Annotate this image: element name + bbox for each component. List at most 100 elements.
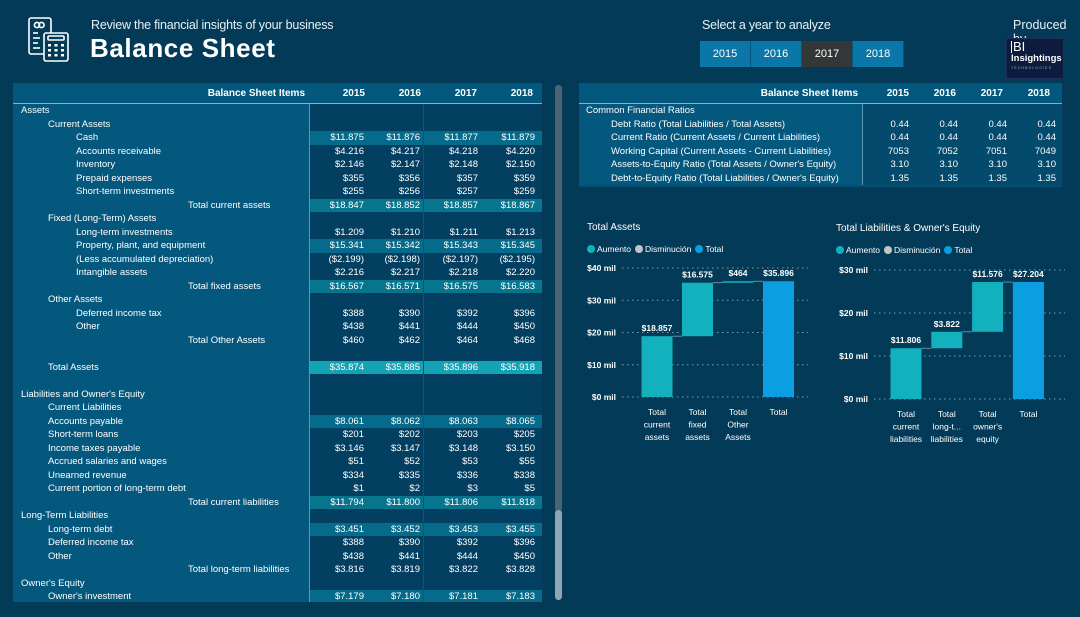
table-row[interactable]: Intangible assets $2.216 $2.217 $2.218 $2.22… bbox=[13, 266, 542, 280]
cell-2016 bbox=[367, 293, 424, 307]
waterfall-bar-4[interactable] bbox=[763, 281, 794, 397]
cell-2018 bbox=[481, 577, 538, 591]
table-row[interactable]: Long-term debt $3.451 $3.452 $3.453 $3.455 bbox=[13, 522, 542, 536]
table-row[interactable]: Current Assets bbox=[13, 117, 542, 131]
table-row[interactable]: Owner's investment $7.179 $7.180 $7.181 $7.1… bbox=[13, 590, 542, 602]
table-row[interactable]: Current portion of long-term debt $1 $2 $3 $… bbox=[13, 482, 542, 496]
table-row[interactable]: Deferred income tax $388 $390 $392 $396 bbox=[13, 536, 542, 550]
table-row[interactable]: Accounts receivable $4.216 $4.217 $4.218 $4.… bbox=[13, 144, 542, 158]
table-row[interactable]: Liabilities and Owner's Equity bbox=[13, 387, 542, 401]
table-row[interactable]: Prepaid expenses $355 $356 $357 $359 bbox=[13, 171, 542, 185]
cell-2018: $338 bbox=[513, 469, 535, 481]
column-header-2017[interactable]: 2017 bbox=[454, 87, 477, 99]
column-header-2016[interactable]: 2016 bbox=[398, 87, 421, 99]
year-button-2017[interactable]: 2017 bbox=[802, 41, 853, 67]
ratio-row[interactable]: Common Financial Ratios bbox=[579, 104, 1062, 118]
table-row[interactable]: Long-term investments $1.209 $1.210 $1.211 $… bbox=[13, 225, 542, 239]
cell-2017 bbox=[424, 577, 481, 591]
legend-item-aumento[interactable]: Aumento bbox=[836, 245, 880, 255]
table-row[interactable]: Current Liabilities bbox=[13, 401, 542, 415]
table-row[interactable]: Long-Term Liabilities bbox=[13, 509, 542, 523]
cell-2017: $3.453 bbox=[448, 523, 478, 535]
cell-2017: $3.148 bbox=[448, 442, 478, 454]
table-row[interactable]: Total Assets $35.874 $35.885 $35.896 $35.918 bbox=[13, 360, 542, 374]
legend-item-aumento[interactable]: Aumento bbox=[587, 244, 631, 254]
data-label: $11.576 bbox=[972, 269, 1003, 279]
column-divider bbox=[309, 144, 310, 158]
table-row[interactable]: Income taxes payable $3.146 $3.147 $3.148 $3… bbox=[13, 441, 542, 455]
table-row[interactable]: Other $438 $441 $444 $450 bbox=[13, 549, 542, 563]
table-row[interactable]: Other $438 $441 $444 $450 bbox=[13, 320, 542, 334]
table-row[interactable]: Fixed (Long-Term) Assets bbox=[13, 212, 542, 226]
ratio-label-common-financial-ratios: Common Financial Ratios bbox=[579, 104, 862, 118]
year-button-2016[interactable]: 2016 bbox=[751, 41, 802, 67]
cell-2017 bbox=[424, 401, 481, 415]
row-label-assets: Assets bbox=[13, 104, 309, 118]
waterfall-bar-3[interactable] bbox=[972, 282, 1004, 332]
table-row[interactable]: Short-term loans $201 $202 $203 $205 bbox=[13, 428, 542, 442]
legend-item-disminuci-n[interactable]: Disminución bbox=[635, 244, 691, 254]
ratio-row[interactable]: Debt Ratio (Total Liabilities / Total As… bbox=[579, 117, 1062, 131]
table-row[interactable]: Owner's Equity bbox=[13, 576, 542, 591]
ratio-column-header-2018[interactable]: 2018 bbox=[1027, 87, 1050, 99]
column-divider bbox=[309, 495, 310, 509]
ratio-column-header-2016[interactable]: 2016 bbox=[933, 87, 956, 99]
waterfall-bar-1[interactable] bbox=[641, 336, 673, 397]
table-row[interactable]: (Less accumulated depreciation) ($2.199)(… bbox=[13, 252, 542, 266]
cell-2016: $4.217 bbox=[367, 144, 424, 158]
table-row[interactable]: Property, plant, and equipment $15.341 $15… bbox=[13, 239, 542, 253]
table-row[interactable]: Accounts payable $8.061 $8.062 $8.063 $8.065 bbox=[13, 414, 542, 428]
table-row[interactable]: Total long-term liabilities $3.816 $3.819 $… bbox=[13, 563, 542, 577]
table-row[interactable]: Assets bbox=[13, 104, 542, 118]
table-row[interactable] bbox=[13, 374, 542, 388]
y-axis-tick-label: $20 mil bbox=[587, 328, 616, 338]
waterfall-bar-4[interactable] bbox=[1012, 282, 1044, 399]
ratio-column-header-2015[interactable]: 2015 bbox=[886, 87, 909, 99]
cell-2018: $4.220 bbox=[505, 145, 535, 157]
x-axis-category-label: Total bbox=[770, 407, 788, 417]
cell-2017: $7.181 bbox=[448, 591, 478, 602]
table-row[interactable] bbox=[13, 347, 542, 361]
waterfall-bar-3[interactable] bbox=[722, 281, 754, 283]
ratio-cell-2018: 3.10 bbox=[1037, 159, 1057, 170]
legend-item-total[interactable]: Total bbox=[944, 245, 972, 255]
ratio-column-header-2017[interactable]: 2017 bbox=[980, 87, 1003, 99]
cell-2016: $202 bbox=[367, 428, 424, 442]
cell-2015: $18.847 bbox=[329, 199, 364, 211]
table-row[interactable]: Total Other Assets $460 $462 $464 $468 bbox=[13, 333, 542, 347]
ratio-row[interactable]: Assets-to-Equity Ratio (Total Assets / O… bbox=[579, 158, 1062, 172]
ratio-row[interactable]: Current Ratio (Current Assets / Current … bbox=[579, 131, 1062, 145]
table-row[interactable]: Cash $11.875 $11.876 $11.877 $11.879 bbox=[13, 131, 542, 145]
row-label-total-other-assets: Total Other Assets bbox=[13, 333, 309, 347]
column-header-items[interactable]: Balance Sheet Items bbox=[207, 87, 305, 99]
waterfall-bar-1[interactable] bbox=[890, 348, 922, 399]
column-header-2018[interactable]: 2018 bbox=[510, 87, 533, 99]
table-row[interactable]: Accrued salaries and wages $51 $52 $53 $55 bbox=[13, 455, 542, 469]
table-row[interactable]: Unearned revenue $334 $335 $336 $338 bbox=[13, 468, 542, 482]
ratio-column-header-items[interactable]: Balance Sheet Items bbox=[760, 87, 858, 99]
ratio-cell-2015: 0.44 bbox=[890, 132, 910, 143]
cell-2017: $2.218 bbox=[448, 267, 478, 278]
cell-2016: $18.852 bbox=[367, 198, 424, 212]
row-values bbox=[310, 401, 542, 415]
table-scrollbar-thumb[interactable] bbox=[555, 510, 562, 600]
waterfall-bar-2[interactable] bbox=[931, 331, 963, 349]
table-row[interactable]: Total fixed assets $16.567 $16.571 $16.575 $… bbox=[13, 279, 542, 293]
legend-item-total[interactable]: Total bbox=[695, 244, 723, 254]
cell-2016: $390 bbox=[367, 536, 424, 550]
table-row[interactable]: Total current liabilities $11.794 $11.800 $… bbox=[13, 495, 542, 509]
table-row[interactable]: Inventory $2.146 $2.147 $2.148 $2.150 bbox=[13, 158, 542, 172]
column-header-2015[interactable]: 2015 bbox=[342, 87, 365, 99]
year-button-2015[interactable]: 2015 bbox=[700, 41, 751, 67]
table-row[interactable]: Total current assets $18.847 $18.852 $18.85… bbox=[13, 198, 542, 212]
ratio-row[interactable]: Debt-to-Equity Ratio (Total Liabilities … bbox=[579, 171, 1062, 185]
column-divider bbox=[309, 414, 310, 428]
waterfall-bar-2[interactable] bbox=[682, 282, 713, 337]
table-row[interactable]: Deferred income tax $388 $390 $392 $396 bbox=[13, 306, 542, 320]
year-button-2018[interactable]: 2018 bbox=[853, 41, 904, 67]
ratio-cell-2015 bbox=[863, 104, 912, 118]
table-row[interactable]: Short-term investments $255 $256 $257 $259 bbox=[13, 185, 542, 199]
ratio-row[interactable]: Working Capital (Current Assets - Curren… bbox=[579, 144, 1062, 158]
table-row[interactable]: Other Assets bbox=[13, 293, 542, 307]
legend-item-disminuci-n[interactable]: Disminución bbox=[884, 245, 940, 255]
